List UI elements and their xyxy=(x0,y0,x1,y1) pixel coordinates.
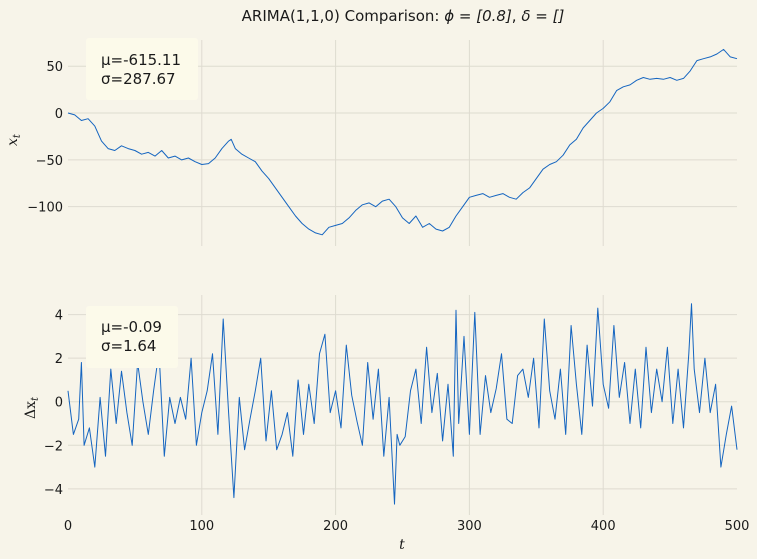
x-axis-label: t xyxy=(399,537,405,553)
top-ytick-label: 50 xyxy=(46,60,63,75)
top-panel-levels: 50 0 −50 −100 xyxy=(27,40,738,246)
top-ytick-label: 0 xyxy=(55,107,63,122)
top-ytick-label: −50 xyxy=(36,154,63,169)
top-ytick-label: −100 xyxy=(27,201,63,216)
bottom-stats-sd: σ=1.64 xyxy=(101,337,156,355)
top-stats-sd: σ=287.67 xyxy=(101,70,176,88)
bottom-xtick-label: 500 xyxy=(725,519,750,534)
bottom-stats-box xyxy=(86,306,178,368)
bottom-xtick-label: 300 xyxy=(457,519,482,534)
chart-title: ARIMA(1,1,0) Comparison: ϕ = [0.8], δ = … xyxy=(242,7,565,25)
bottom-y-axis-label: Δxt xyxy=(23,396,41,419)
bottom-stats-mean: μ=-0.09 xyxy=(101,318,162,336)
bottom-ytick-label: −4 xyxy=(44,483,63,498)
bottom-panel-differences: 4 2 0 −2 −4 0 100 200 300 400 500 xyxy=(44,295,750,534)
top-series-line xyxy=(67,48,738,236)
bottom-ytick-label: −2 xyxy=(44,439,63,454)
bottom-xtick-label: 400 xyxy=(591,519,616,534)
bottom-ytick-label: 2 xyxy=(55,352,63,367)
top-y-axis-label: xt xyxy=(5,133,23,146)
bottom-ytick-label: 4 xyxy=(55,309,63,324)
bottom-xtick-label: 0 xyxy=(64,519,72,534)
top-stats-box xyxy=(86,38,198,100)
bottom-xtick-label: 100 xyxy=(189,519,214,534)
top-stats-mean: μ=-615.11 xyxy=(101,51,181,69)
bottom-xtick-label: 200 xyxy=(323,519,348,534)
bottom-ytick-label: 0 xyxy=(55,396,63,411)
bottom-series-line xyxy=(67,303,738,505)
